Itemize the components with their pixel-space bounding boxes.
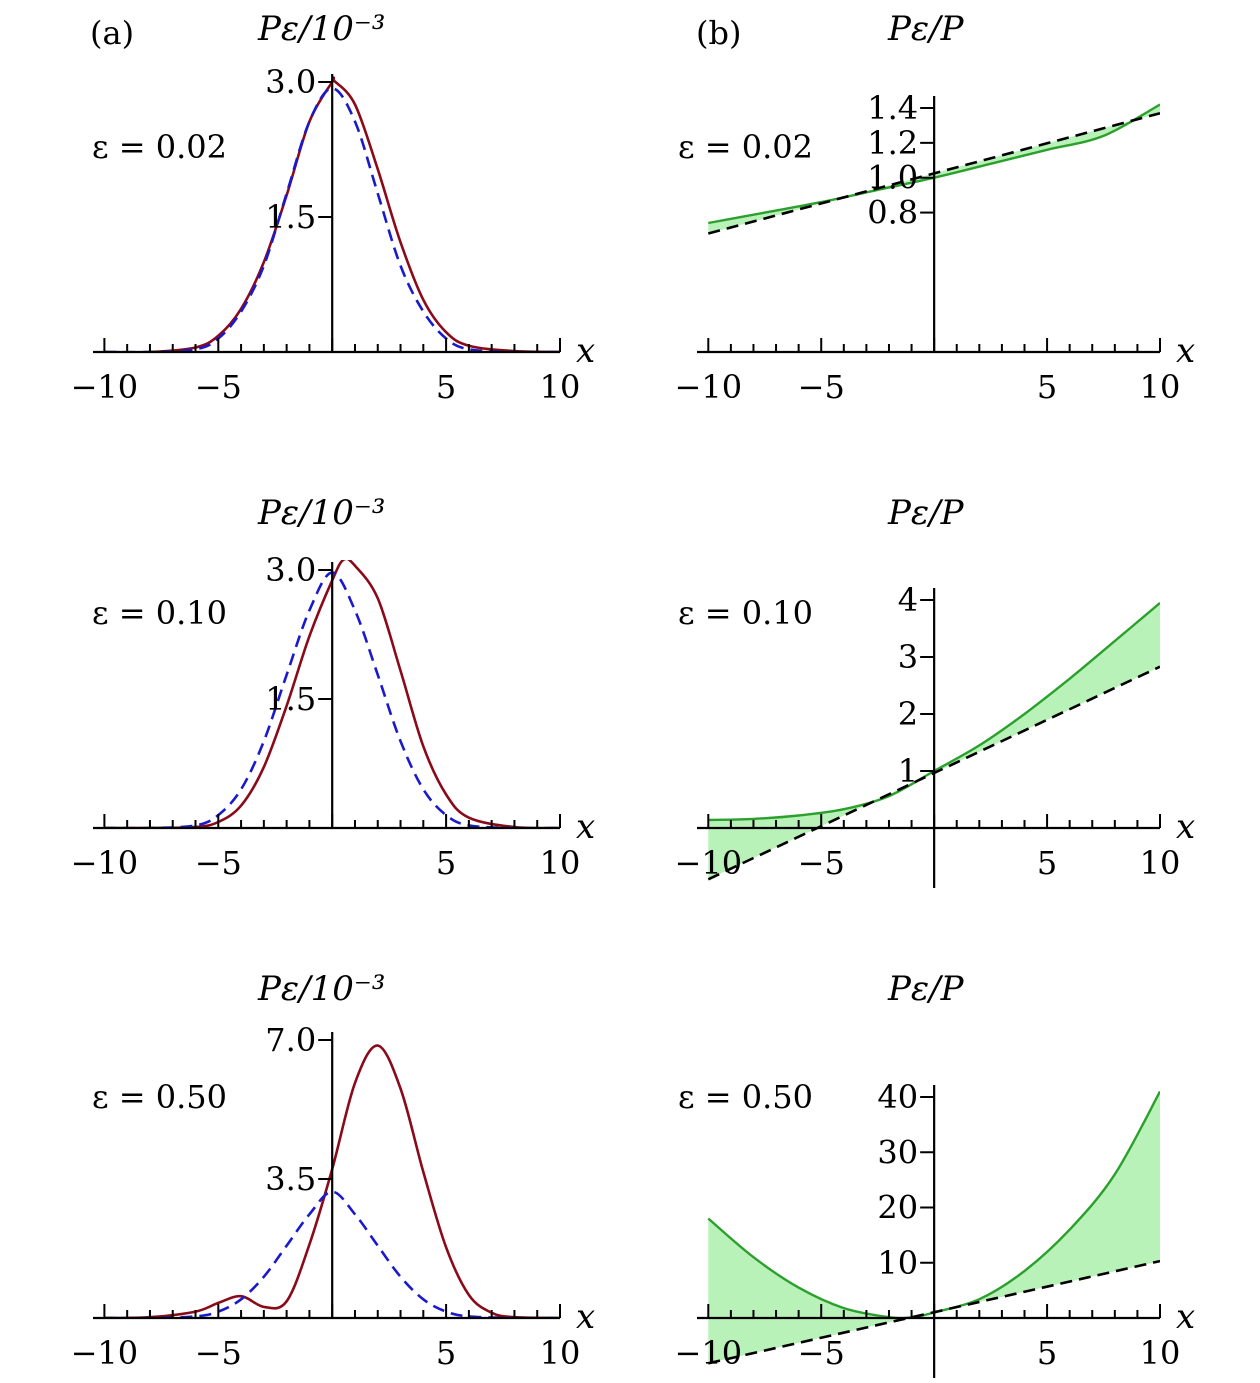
shaded-difference-area: [708, 602, 1160, 880]
y-axis-title: Pε/P: [887, 493, 965, 533]
y-tick-label: 1: [898, 752, 918, 790]
epsilon-label: ε = 0.02: [92, 128, 227, 166]
chart-panel-a-0: 1.5 3.0 −10 −5 5 10x Pε/10⁻³ ε = 0.02: [71, 9, 596, 406]
chart-panel-a-1: 1.5 3.0 −10 −5 5 10x Pε/10⁻³ ε = 0.10: [71, 493, 596, 882]
x-tick-label: 10: [1140, 844, 1181, 882]
x-axis-label: x: [1176, 807, 1195, 847]
x-tick-label: −5: [798, 1334, 845, 1372]
y-tick-label: 40: [877, 1078, 918, 1116]
y-tick-label: 3.0: [265, 63, 316, 101]
x-axis-label: x: [576, 331, 595, 371]
y-tick-label: 10: [877, 1244, 918, 1282]
x-tick-label: 5: [1037, 844, 1057, 882]
x-tick-label: 10: [540, 368, 581, 406]
x-tick-label: 10: [540, 844, 581, 882]
y-axis-title: Pε/10⁻³: [257, 493, 385, 533]
y-tick-label: 1.2: [867, 124, 918, 162]
chart-panel-b-0: 0.81.01.21.4 −10 −5 5 10x Pε/P ε = 0.02: [675, 9, 1196, 406]
x-tick-label: 5: [436, 368, 456, 406]
y-axis-title: Pε/P: [887, 9, 965, 49]
x-tick-label: −5: [195, 844, 242, 882]
x-tick-label: 10: [540, 1334, 581, 1372]
x-tick-label: −10: [71, 844, 139, 882]
y-tick-label: 1.5: [265, 680, 316, 718]
x-tick-label: −5: [798, 368, 845, 406]
gaussian-curve: [104, 1190, 560, 1319]
epsilon-label: ε = 0.10: [92, 594, 227, 632]
x-tick-label: 10: [1140, 368, 1181, 406]
x-tick-label: −10: [71, 1334, 139, 1372]
y-tick-label: 1.0: [867, 159, 918, 197]
y-tick-label: 3.5: [265, 1160, 316, 1198]
epsilon-label: ε = 0.10: [678, 594, 813, 632]
y-tick-label: 0.8: [867, 194, 918, 232]
chart-panel-a-2: 3.5 7.0 −10 −5 5 10x Pε/10⁻³ ε = 0.50: [71, 969, 596, 1372]
x-tick-label: −5: [798, 844, 845, 882]
x-tick-label: −10: [675, 844, 743, 882]
x-tick-label: 5: [1037, 1334, 1057, 1372]
y-tick-label: 1.5: [265, 198, 316, 236]
exact-curve: [104, 76, 560, 353]
y-tick-label: 7.0: [265, 1021, 316, 1059]
y-axis-title: Pε/10⁻³: [257, 969, 385, 1009]
x-axis-label: x: [576, 807, 595, 847]
x-axis-label: x: [1176, 1297, 1195, 1337]
chart-panel-b-1: 1 2 3 4 −10 −5 5 10x Pε/P ε = 0.10: [675, 493, 1195, 888]
panel-label-b: (b): [696, 14, 741, 52]
y-tick-label: 4: [898, 581, 918, 619]
epsilon-label: ε = 0.50: [678, 1078, 813, 1116]
panel-label-a: (a): [90, 14, 134, 52]
x-tick-label: 5: [436, 1334, 456, 1372]
y-tick-label: 3.0: [265, 551, 316, 589]
ratio-curve: [707, 1090, 1160, 1320]
x-tick-label: 5: [1037, 368, 1057, 406]
x-tick-label: −10: [675, 1334, 743, 1372]
x-tick-label: −10: [71, 368, 139, 406]
exact-curve: [104, 1044, 560, 1319]
y-tick-label: 20: [877, 1189, 918, 1227]
x-axis-label: x: [576, 1297, 595, 1337]
x-tick-label: −5: [195, 368, 242, 406]
x-tick-label: 5: [436, 844, 456, 882]
y-tick-label: 1.4: [867, 89, 918, 127]
y-tick-label: 2: [898, 695, 918, 733]
y-tick-label: 30: [877, 1133, 918, 1171]
epsilon-label: ε = 0.02: [678, 128, 813, 166]
y-tick-label: 3: [898, 638, 918, 676]
x-axis-label: x: [1176, 331, 1195, 371]
epsilon-label: ε = 0.50: [92, 1078, 227, 1116]
x-tick-label: −5: [195, 1334, 242, 1372]
x-tick-label: −10: [675, 368, 743, 406]
x-tick-label: 10: [1140, 1334, 1181, 1372]
shaded-difference-area: [708, 1091, 1160, 1364]
y-axis-title: Pε/10⁻³: [257, 9, 385, 49]
y-axis-title: Pε/P: [887, 969, 965, 1009]
